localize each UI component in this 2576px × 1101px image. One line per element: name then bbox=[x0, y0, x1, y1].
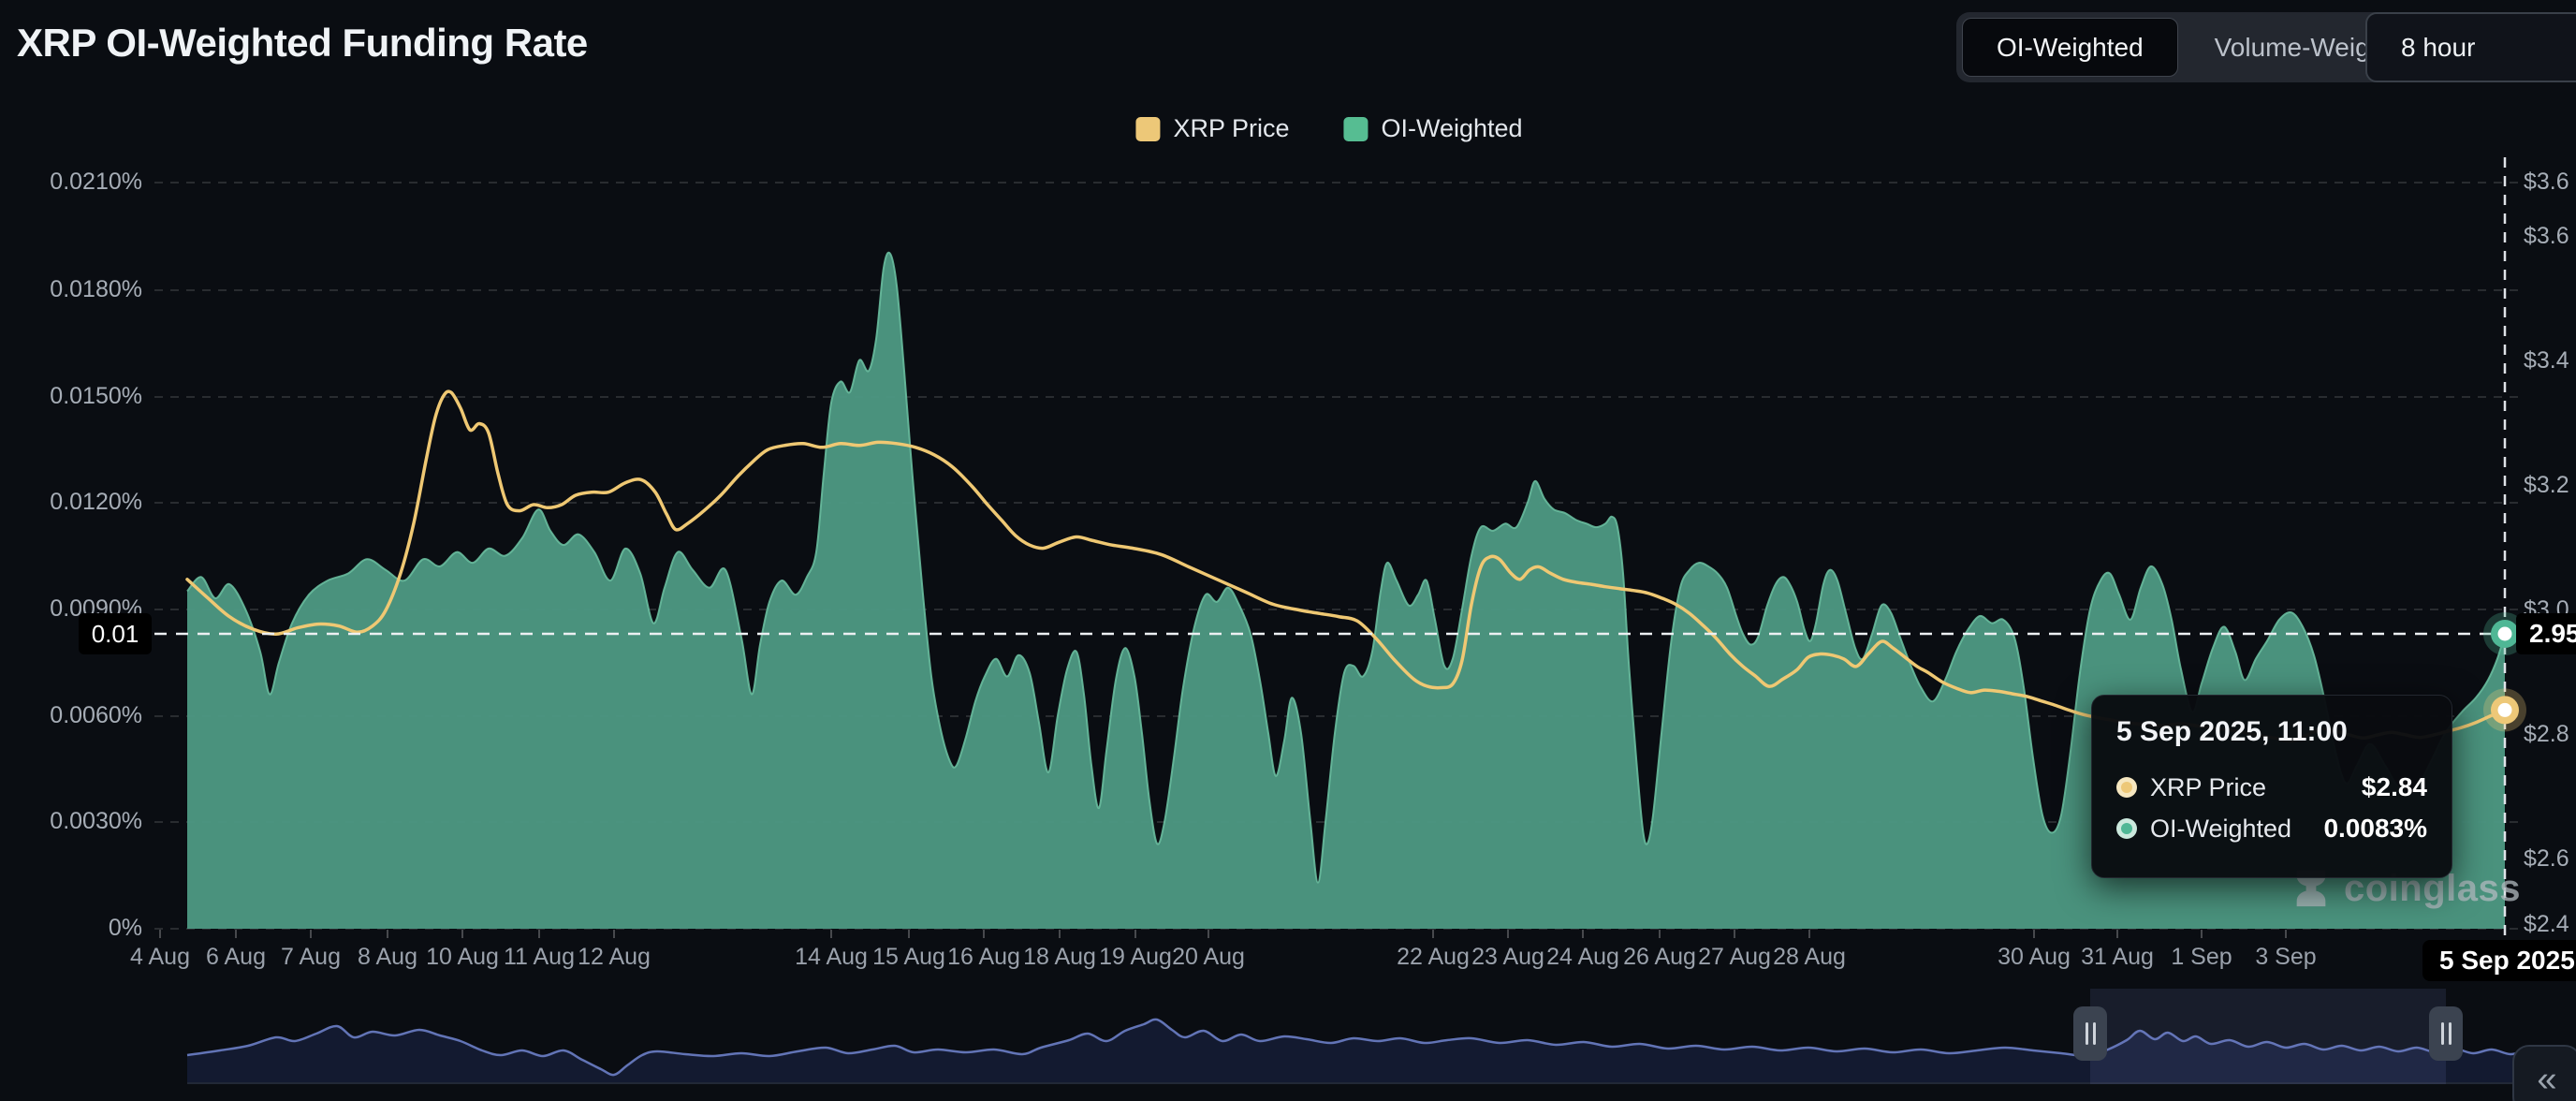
right-axis-label: $2.8 bbox=[2524, 721, 2569, 747]
x-axis-label: 7 Aug bbox=[281, 944, 341, 970]
collapse-panel-button[interactable]: « bbox=[2512, 1045, 2576, 1101]
x-axis-label: 3 Sep bbox=[2255, 944, 2317, 970]
toggle-oi-weighted-button[interactable]: OI-Weighted bbox=[1962, 18, 2178, 77]
tooltip-row-oi-weighted: OI-Weighted 0.0083% bbox=[2116, 814, 2427, 844]
x-axis-label: 26 Aug bbox=[1623, 944, 1696, 970]
right-axis-label: $3.4 bbox=[2524, 347, 2569, 374]
oi-weighted-dot-icon bbox=[2116, 818, 2137, 839]
xrp-price-dot-icon bbox=[2116, 777, 2137, 798]
right-axis-label: $2.4 bbox=[2524, 911, 2569, 937]
x-axis-label: 4 Aug bbox=[130, 944, 190, 970]
legend-item-oi-weighted[interactable]: OI-Weighted bbox=[1343, 114, 1523, 143]
xrp-price-marker-dot bbox=[2497, 702, 2512, 717]
x-axis-label: 30 Aug bbox=[1998, 944, 2071, 970]
oi-weighted-marker-dot bbox=[2497, 626, 2512, 641]
right-axis-label: $2.6 bbox=[2524, 845, 2569, 872]
x-axis-label: 8 Aug bbox=[358, 944, 417, 970]
oi-weighted-area bbox=[187, 252, 2505, 930]
navigator-left-handle[interactable] bbox=[2073, 1006, 2107, 1061]
tooltip-row-label: XRP Price bbox=[2150, 772, 2267, 801]
x-axis-label: 28 Aug bbox=[1773, 944, 1846, 970]
tooltip-row-value: $2.84 bbox=[2361, 772, 2427, 801]
interval-select-button[interactable]: 8 hour bbox=[2365, 12, 2576, 82]
current-price-badge: 2.95 bbox=[2516, 613, 2576, 654]
x-axis-label: 31 Aug bbox=[2081, 944, 2154, 970]
x-axis-label: 23 Aug bbox=[1471, 944, 1544, 970]
x-axis-label: 14 Aug bbox=[795, 944, 868, 970]
chart-tooltip: 5 Sep 2025, 11:00 XRP Price $2.84 OI-Wei… bbox=[2091, 695, 2452, 878]
oi-weighted-area-edge bbox=[186, 251, 2506, 884]
legend-label: OI-Weighted bbox=[1381, 114, 1523, 142]
navigator-right-handle[interactable] bbox=[2429, 1006, 2463, 1061]
right-axis-label: $3.2 bbox=[2524, 472, 2569, 498]
left-axis-label: 0.0180% bbox=[50, 276, 142, 302]
x-axis-label: 24 Aug bbox=[1546, 944, 1619, 970]
navigator-line bbox=[186, 1018, 2570, 1077]
x-axis-label: 12 Aug bbox=[578, 944, 651, 970]
left-axis-label: 0.0210% bbox=[50, 169, 142, 195]
page-title: XRP OI-Weighted Funding Rate bbox=[17, 21, 588, 65]
oi-weighted-swatch-icon bbox=[1343, 116, 1368, 141]
legend-label: XRP Price bbox=[1173, 114, 1290, 142]
x-axis-label: 10 Aug bbox=[426, 944, 499, 970]
x-axis-label: 11 Aug bbox=[503, 944, 576, 970]
current-rate-badge: 0.01 bbox=[79, 613, 152, 654]
crosshair-date-badge: 5 Sep 2025, 11:00 bbox=[2422, 940, 2576, 981]
x-axis-label: 18 Aug bbox=[1023, 944, 1096, 970]
left-axis-label: 0.0060% bbox=[50, 702, 142, 728]
navigator-area bbox=[187, 1019, 2569, 1082]
left-axis-label: 0.0150% bbox=[50, 383, 142, 409]
x-axis-label: 27 Aug bbox=[1698, 944, 1771, 970]
xrp-price-swatch-icon bbox=[1135, 116, 1161, 141]
x-axis-label: 16 Aug bbox=[947, 944, 1020, 970]
x-axis-label: 15 Aug bbox=[872, 944, 945, 970]
left-axis-label: 0.0120% bbox=[50, 489, 142, 515]
tooltip-row-label: OI-Weighted bbox=[2150, 814, 2292, 843]
tooltip-row-xrp-price: XRP Price $2.84 bbox=[2116, 772, 2427, 802]
tooltip-date: 5 Sep 2025, 11:00 bbox=[2116, 716, 2348, 747]
right-axis-label: $3.6 bbox=[2524, 223, 2569, 249]
navigator-selected-range[interactable] bbox=[2090, 989, 2446, 1084]
chart-legend: XRP Price OI-Weighted bbox=[1135, 114, 1523, 143]
x-axis-label: 19 Aug bbox=[1099, 944, 1172, 970]
left-axis-label: 0.0030% bbox=[50, 808, 142, 834]
tooltip-row-value: 0.0083% bbox=[2323, 814, 2427, 843]
x-axis-label: 22 Aug bbox=[1397, 944, 1470, 970]
x-axis-label: 6 Aug bbox=[206, 944, 266, 970]
left-axis-label: 0% bbox=[108, 915, 142, 941]
right-axis-label: $3.6 bbox=[2524, 169, 2569, 195]
x-axis-label: 1 Sep bbox=[2171, 944, 2232, 970]
legend-item-xrp-price[interactable]: XRP Price bbox=[1135, 114, 1289, 143]
x-axis-label: 20 Aug bbox=[1172, 944, 1245, 970]
